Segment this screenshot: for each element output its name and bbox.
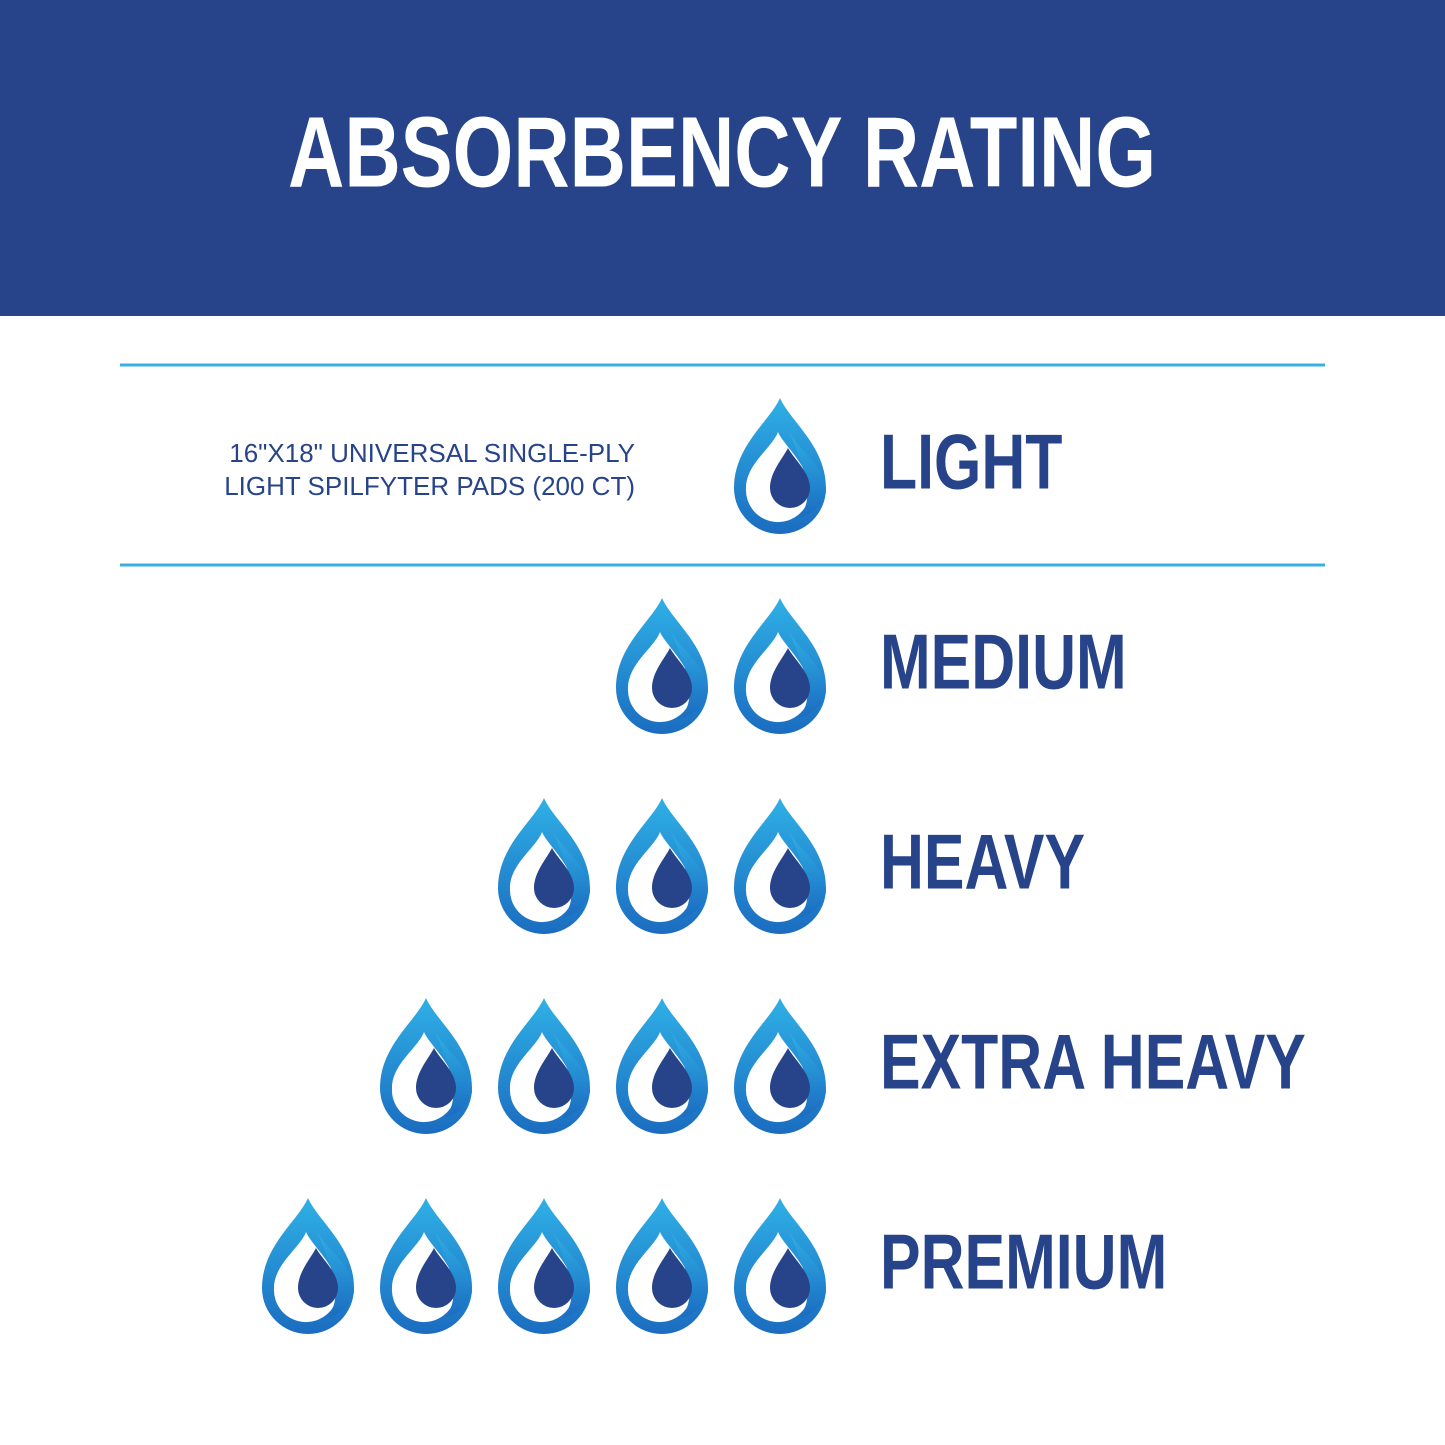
drop-icon [734, 798, 826, 934]
drop-icon [498, 798, 590, 934]
drop-icon [616, 598, 708, 734]
drop-icon [616, 798, 708, 934]
level-label: LIGHT [880, 418, 1062, 505]
drop-icon [734, 998, 826, 1134]
drop-icon [734, 398, 826, 534]
product-line: 16"X18" UNIVERSAL SINGLE-PLY [229, 438, 635, 468]
title: ABSORBENCY RATING [288, 97, 1156, 209]
product-line: LIGHT SPILFYTER PADS (200 CT) [224, 471, 635, 501]
drop-icon [616, 1198, 708, 1334]
drop-icon [498, 1198, 590, 1334]
drop-icon [616, 998, 708, 1134]
drop-icon [734, 1198, 826, 1334]
level-label: EXTRA HEAVY [880, 1018, 1306, 1105]
header-band [0, 0, 1445, 316]
drop-icon [380, 998, 472, 1134]
drop-icon [734, 598, 826, 734]
level-label: HEAVY [880, 818, 1085, 905]
drop-icon [498, 998, 590, 1134]
level-label: MEDIUM [880, 618, 1127, 705]
drop-icon [262, 1198, 354, 1334]
drop-icon [380, 1198, 472, 1334]
level-label: PREMIUM [880, 1218, 1167, 1305]
